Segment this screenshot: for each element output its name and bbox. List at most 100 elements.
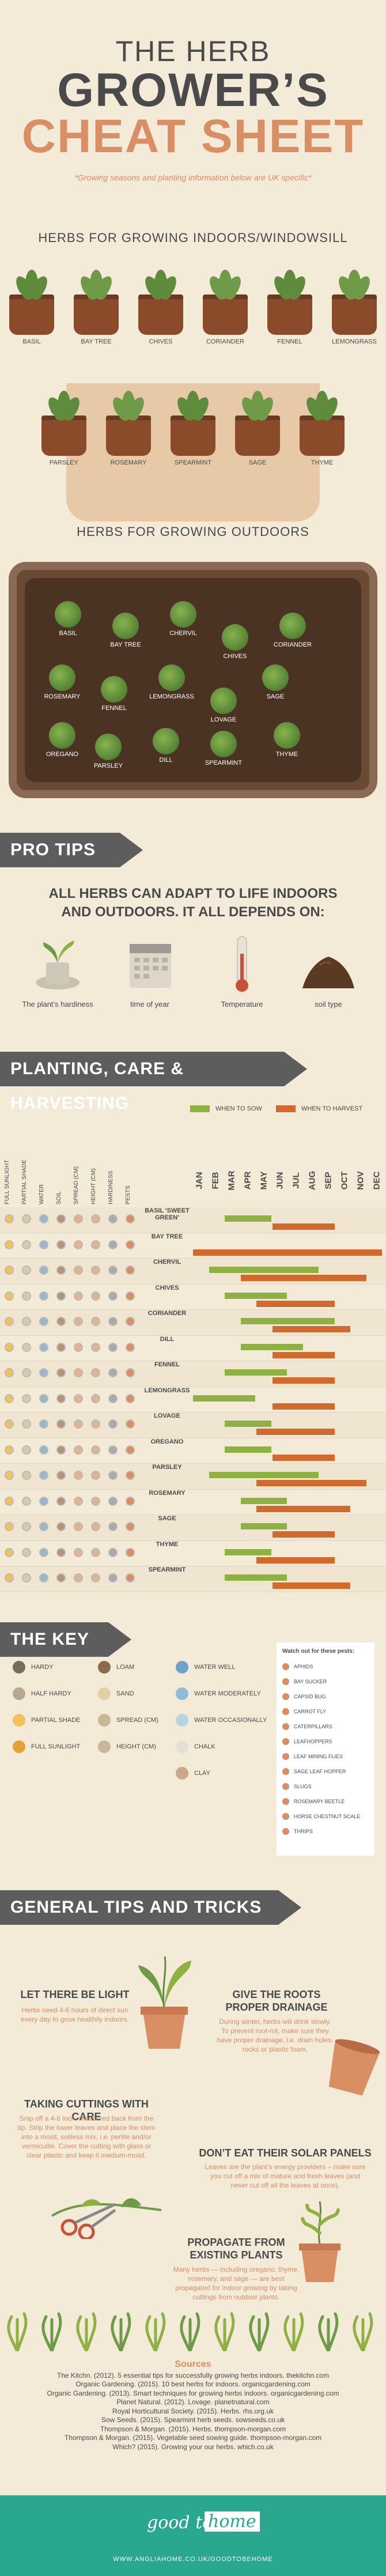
harvest-bar [272, 1326, 350, 1332]
pest-item: ROSEMARY BEETLE [282, 1794, 369, 1809]
trait-icon [74, 1342, 83, 1352]
key-column-3: WATER WELL WATER MODERATELY WATER OCCASION… [176, 1654, 267, 1786]
herb-name: BAY TREE [151, 1233, 183, 1240]
trait-icon [56, 1393, 66, 1403]
key-item: CLAY [176, 1760, 267, 1786]
trait-icon [91, 1368, 100, 1377]
pro-tips-title: PRO TIPS [10, 840, 96, 859]
pot-icon [74, 294, 119, 335]
herb-name: OREGANO [150, 1438, 184, 1445]
trait-icon [39, 1291, 48, 1301]
trait-icon [56, 1317, 66, 1326]
trait-icon [126, 1419, 135, 1429]
footer-url-link[interactable]: WWW.ANGLIAHOME.CO.UK/GOODTOBEHOME [113, 2556, 273, 2563]
key-label: SPREAD (CM) [116, 1717, 158, 1724]
table-row: CHERVIL [0, 1259, 386, 1285]
trait-icon [5, 1496, 14, 1506]
trait-header: SOIL [56, 1191, 62, 1204]
herb-sprig-icon [353, 2312, 373, 2353]
pest-icon [282, 1738, 289, 1745]
indoor-pots-row-2: PARSLEY ROSEMARY SPEARMINT SAGE THYME [0, 386, 386, 466]
month-header: MAY [259, 1171, 269, 1190]
trait-icon [56, 1368, 66, 1377]
trait-icon [108, 1547, 118, 1557]
source-line: Sow Seeds. (2015). Spearmint herb seeds.… [101, 2416, 285, 2424]
key-item: PARTIAL SHADE [13, 1707, 80, 1733]
trait-icon [91, 1471, 100, 1480]
pest-item: LEAFHOPPERS [282, 1734, 369, 1749]
key-label: CHALK [194, 1743, 215, 1750]
indoors-heading: HERBS FOR GROWING INDOORS/WINDOWSILL [38, 231, 348, 245]
source-line: Organic Gardening. (2013). Smart techniq… [47, 2389, 339, 2397]
trait-icon [74, 1368, 83, 1377]
key-label: WATER MODERATELY [194, 1690, 261, 1697]
key-icon [13, 1740, 25, 1753]
adapt-line-2: AND OUTDOORS. IT ALL DEPENDS ON: [61, 904, 325, 920]
trait-icon [5, 1419, 14, 1429]
title-the-herb: THE HERB [115, 35, 271, 67]
legend-sow: WHEN TO SOW [215, 1105, 262, 1112]
herb-plant-icon [206, 265, 245, 301]
key-item: SAND [98, 1680, 158, 1707]
trait-icon [91, 1266, 100, 1275]
sow-bar [240, 1318, 335, 1324]
trait-icon [22, 1342, 31, 1352]
logo-home[interactable]: home [205, 2511, 260, 2532]
trait-icon [126, 1471, 135, 1480]
sow-bar [225, 1574, 287, 1581]
key-icon [13, 1714, 25, 1727]
key-item: WATER WELL [176, 1654, 267, 1680]
pest-item: CATERPILLARS [282, 1719, 369, 1734]
trait-header: WATER [39, 1184, 45, 1204]
herb-sprig-icon [214, 2312, 235, 2353]
key-label: FULL SUNLIGHT [31, 1743, 81, 1750]
pot-label: FENNEL [277, 338, 302, 345]
pest-item: SAGE LEAF HOPPER [282, 1764, 369, 1779]
trait-icon [126, 1522, 135, 1531]
outdoor-herb-label: LOVAGE [210, 716, 237, 723]
trait-icon [74, 1291, 83, 1301]
pest-item: BAY SUCKER [282, 1674, 369, 1689]
herb-plant-icon [173, 386, 213, 422]
key-icon [176, 1661, 188, 1674]
trait-icon [22, 1393, 31, 1403]
trait-icon [39, 1240, 48, 1249]
pot-icon [235, 416, 280, 456]
pest-label: SAGE LEAF HOPPER [294, 1769, 346, 1774]
outdoor-herb: BAY TREE [100, 613, 152, 648]
outdoor-herb-label: PARSLEY [94, 762, 123, 769]
harvest-bar [272, 1403, 335, 1410]
outdoors-heading: HERBS FOR GROWING OUTDOORS [77, 524, 309, 539]
herb-pot: THYME [296, 386, 348, 466]
pest-icon [282, 1783, 289, 1790]
key-icon [13, 1687, 25, 1700]
herb-name: CHIVES [155, 1284, 179, 1291]
scissors-illustration [46, 2187, 173, 2242]
key-label: SAND [116, 1690, 134, 1697]
trait-icon [56, 1342, 66, 1352]
herb-pot: SPEARMINT [167, 386, 219, 466]
indoor-pots-row-1: BASIL BAY TREE CHIVES CORIANDER FENNEL LEMONG… [0, 265, 386, 345]
trait-icon [5, 1214, 14, 1223]
pest-icon [282, 1693, 289, 1700]
sow-bar [240, 1497, 287, 1504]
solar-panels-title: DON’T EAT THEIR SOLAR PANELS [199, 2147, 372, 2159]
factor-label: Temperature [221, 1000, 263, 1009]
propagation-pot-illustration [291, 2199, 349, 2288]
sow-bar [225, 1446, 271, 1453]
trait-icon [74, 1496, 83, 1506]
trait-icon [108, 1368, 118, 1377]
trait-icon [39, 1522, 48, 1531]
herb-pot: CORIANDER [199, 265, 251, 345]
harvest-bar [240, 1275, 366, 1281]
herb-name: BASIL 'SWEET GREEN' [145, 1207, 190, 1221]
trait-icon [126, 1317, 135, 1326]
month-header: NOV [355, 1171, 366, 1190]
herb-plant-icon [12, 265, 51, 301]
trait-icon [108, 1522, 118, 1531]
solar-panels-body: Leaves are the plant’s energy providers … [205, 2163, 366, 2189]
trait-icon [22, 1266, 31, 1275]
factor-label: time of year [130, 1000, 169, 1009]
trait-icon [5, 1240, 14, 1249]
tip-light-title: LET THERE BE LIGHT [20, 1989, 130, 2000]
